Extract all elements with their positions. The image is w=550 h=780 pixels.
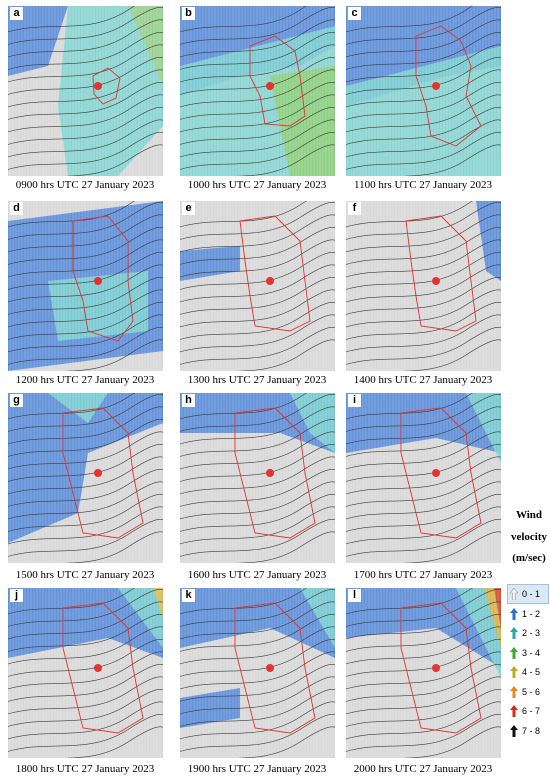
legend-item: 5 - 6 <box>508 683 548 701</box>
panel-letter: l <box>348 589 361 602</box>
legend-item: 0 - 1 <box>507 584 549 604</box>
legend-title-line3: (m/sec) <box>512 552 546 564</box>
panel-letter: j <box>10 589 23 602</box>
wind-map-panel-c: c <box>346 6 501 176</box>
panel-caption-e: 1300 hrs UTC 27 January 2023 <box>187 374 327 386</box>
panel-caption-a: 0900 hrs UTC 27 January 2023 <box>15 179 155 191</box>
wind-map <box>8 201 163 371</box>
wind-map-panel-a: a <box>8 6 163 176</box>
legend-item: 6 - 7 <box>508 702 548 720</box>
panel-caption-l: 2000 hrs UTC 27 January 2023 <box>353 763 493 775</box>
panel-letter: d <box>10 202 23 215</box>
wind-map-panel-j: j <box>8 588 163 758</box>
legend-title-line1: Wind <box>515 509 543 521</box>
wind-map <box>8 6 163 176</box>
legend-title-line2: velocity <box>510 531 548 543</box>
panel-letter: e <box>182 202 195 215</box>
legend-item: 2 - 3 <box>508 624 548 642</box>
panel-caption-k: 1900 hrs UTC 27 January 2023 <box>187 763 327 775</box>
legend-item-label: 0 - 1 <box>522 589 541 599</box>
wind-map <box>346 6 501 176</box>
panel-caption-b: 1000 hrs UTC 27 January 2023 <box>187 179 327 191</box>
wind-map <box>346 201 501 371</box>
panel-letter: i <box>348 394 361 407</box>
arrow-up-icon <box>510 666 518 678</box>
wind-map <box>346 588 501 758</box>
panel-caption-f: 1400 hrs UTC 27 January 2023 <box>353 374 493 386</box>
legend-item-label: 7 - 8 <box>522 725 541 736</box>
wind-map <box>180 588 335 758</box>
panel-caption-d: 1200 hrs UTC 27 January 2023 <box>15 374 155 386</box>
arrow-up-icon <box>510 685 518 698</box>
legend-item-label: 1 - 2 <box>522 608 541 619</box>
arrow-up-icon <box>510 646 518 659</box>
wind-map <box>346 393 501 563</box>
panel-caption-j: 1800 hrs UTC 27 January 2023 <box>15 763 155 775</box>
legend-item-label: 6 - 7 <box>522 706 541 716</box>
arrow-up-icon <box>510 724 518 737</box>
wind-map <box>8 588 163 758</box>
wind-map-panel-d: d <box>8 201 163 371</box>
legend-item-label: 5 - 6 <box>522 686 541 697</box>
panel-letter: g <box>10 394 23 407</box>
wind-map-panel-b: b <box>180 6 335 176</box>
wind-map <box>180 6 335 176</box>
wind-map <box>180 201 335 371</box>
wind-velocity-legend: 0 - 1 1 - 2 2 - 3 3 - 4 4 - 5 5 - 6 6 - 7 7 - 8 <box>507 584 549 741</box>
arrow-up-icon <box>510 607 518 620</box>
panel-letter: f <box>348 202 361 215</box>
arrow-up-icon <box>510 627 518 639</box>
panel-letter: b <box>182 7 195 20</box>
panel-letter: h <box>182 394 195 407</box>
legend-item-label: 2 - 3 <box>522 628 541 638</box>
arrow-up-icon <box>510 588 518 600</box>
panel-caption-g: 1500 hrs UTC 27 January 2023 <box>15 569 155 581</box>
legend-item: 1 - 2 <box>508 605 548 623</box>
panel-caption-i: 1700 hrs UTC 27 January 2023 <box>353 569 493 581</box>
wind-map-panel-h: h <box>180 393 335 563</box>
arrow-up-icon <box>510 705 518 717</box>
wind-map-panel-g: g <box>8 393 163 563</box>
legend-item: 3 - 4 <box>508 644 548 662</box>
wind-map <box>180 393 335 563</box>
legend-item: 7 - 8 <box>508 722 548 740</box>
panel-letter: a <box>10 7 23 20</box>
legend-item: 4 - 5 <box>508 663 548 681</box>
wind-map-panel-e: e <box>180 201 335 371</box>
legend-item-label: 4 - 5 <box>522 667 541 677</box>
wind-map-panel-i: i <box>346 393 501 563</box>
wind-map-panel-k: k <box>180 588 335 758</box>
panel-letter: k <box>182 589 195 602</box>
panel-letter: c <box>348 7 361 20</box>
panel-caption-h: 1600 hrs UTC 27 January 2023 <box>187 569 327 581</box>
wind-map-panel-l: l <box>346 588 501 758</box>
wind-map-panel-f: f <box>346 201 501 371</box>
wind-map <box>8 393 163 563</box>
legend-item-label: 3 - 4 <box>522 647 541 658</box>
panel-caption-c: 1100 hrs UTC 27 January 2023 <box>354 179 492 191</box>
